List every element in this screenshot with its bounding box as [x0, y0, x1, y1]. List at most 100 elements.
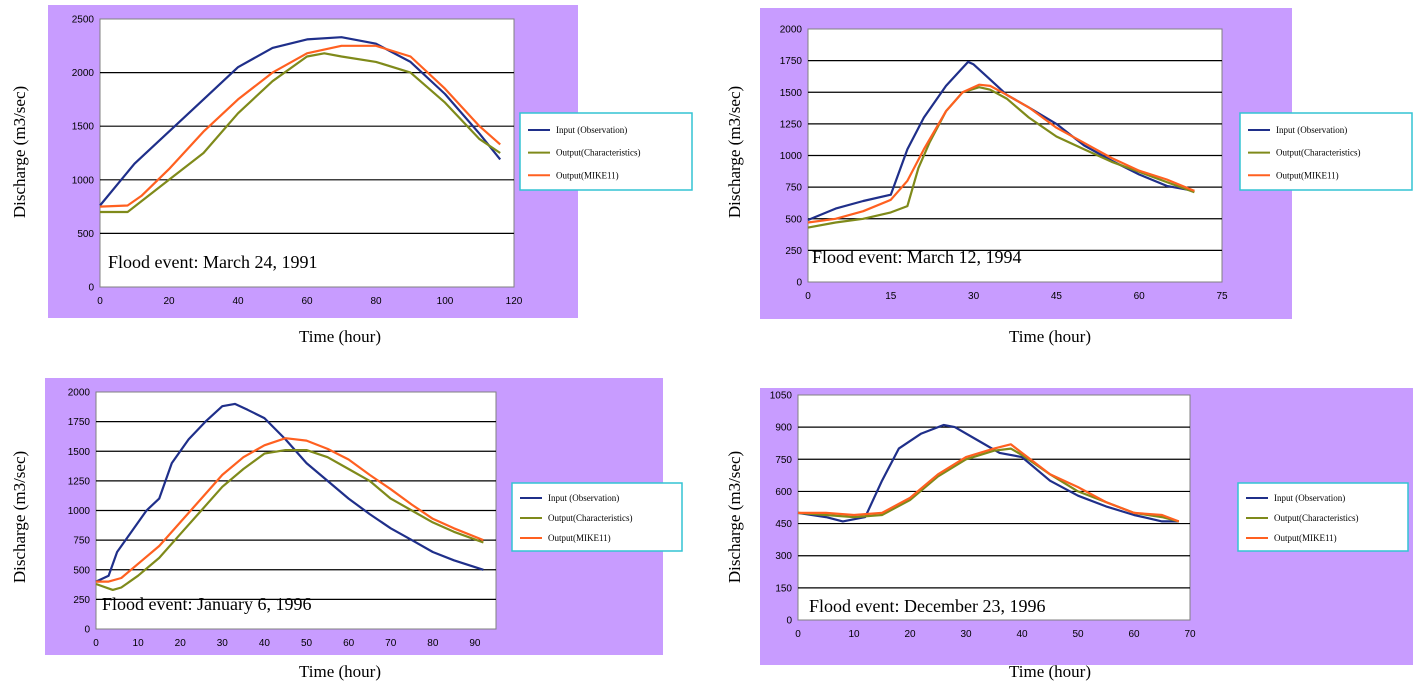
legend-entry: Output(MIKE11) — [556, 170, 619, 180]
legend-entry: Output(Characteristics) — [556, 148, 640, 158]
x-tick-label: 75 — [1216, 291, 1228, 302]
x-tick-label: 30 — [217, 638, 229, 649]
series-line — [99, 44, 501, 208]
x-tick-label: 45 — [1051, 291, 1063, 302]
x-tick-label: 30 — [960, 629, 972, 640]
x-tick-label: 0 — [805, 291, 811, 302]
x-tick-label: 20 — [163, 296, 175, 307]
chart-annotation: Flood event: December 23, 1996 — [809, 596, 1045, 616]
x-tick-label: 0 — [97, 296, 103, 307]
x-tick-label: 50 — [301, 638, 313, 649]
legend-entry: Input (Observation) — [1276, 125, 1347, 135]
y-tick-label: 500 — [785, 214, 802, 225]
y-axis-label: Discharge (m3/sec) — [10, 86, 29, 218]
x-axis-label: Time (hour) — [299, 327, 381, 346]
chart-annotation: Flood event: January 6, 1996 — [102, 594, 311, 614]
y-axis-label: Discharge (m3/sec) — [725, 86, 744, 218]
y-tick-label: 0 — [88, 283, 94, 294]
y-tick-label: 1500 — [68, 447, 91, 458]
series-line — [96, 437, 484, 583]
plot-area — [797, 394, 1191, 621]
x-tick-label: 60 — [1128, 629, 1140, 640]
legend-entry: Output(MIKE11) — [548, 533, 611, 543]
y-tick-label: 750 — [775, 455, 792, 466]
series-line — [798, 443, 1180, 523]
y-tick-label: 0 — [796, 278, 802, 289]
chart-panel-4: 0 150 300 450 600 750 900 1050 0 10 20 30 40 50 60 70 Ti… — [725, 388, 1413, 681]
y-tick-label: 150 — [775, 583, 792, 594]
legend-entry: Output(Characteristics) — [1274, 513, 1358, 523]
chart-annotation: Flood event: March 12, 1994 — [812, 247, 1021, 267]
y-tick-label: 250 — [785, 246, 802, 257]
x-tick-label: 0 — [93, 638, 99, 649]
y-tick-label: 750 — [785, 183, 802, 194]
y-tick-label: 1000 — [72, 175, 95, 186]
y-tick-label: 1500 — [780, 88, 803, 99]
x-tick-label: 15 — [885, 291, 897, 302]
legend-entry: Output(MIKE11) — [1274, 533, 1337, 543]
x-tick-label: 30 — [968, 291, 980, 302]
y-axis-label: Discharge (m3/sec) — [725, 451, 744, 583]
x-tick-label: 40 — [232, 296, 244, 307]
series-line — [95, 402, 484, 583]
y-tick-label: 250 — [73, 595, 90, 606]
chart-panel-3: 0 250 500 750 1000 1250 1500 1750 2000 0 10 20 30 40 5… — [10, 378, 683, 681]
x-tick-label: 60 — [1134, 291, 1146, 302]
y-tick-label: 500 — [73, 565, 90, 576]
x-tick-label: 90 — [469, 638, 481, 649]
y-tick-label: 600 — [775, 487, 792, 498]
plot-area — [99, 18, 515, 288]
x-tick-label: 10 — [848, 629, 860, 640]
x-tick-label: 70 — [385, 638, 397, 649]
series-line — [807, 83, 1195, 224]
y-tick-label: 2500 — [72, 15, 95, 26]
x-tick-label: 120 — [506, 296, 523, 307]
legend-entry: Input (Observation) — [556, 125, 627, 135]
y-tick-label: 2000 — [780, 25, 803, 36]
x-tick-label: 100 — [437, 296, 454, 307]
x-tick-label: 70 — [1184, 629, 1196, 640]
chart-annotation: Flood event: March 24, 1991 — [108, 252, 317, 272]
legend-box — [519, 112, 693, 191]
series-line — [807, 86, 1195, 229]
x-axis-label: Time (hour) — [1009, 662, 1091, 681]
y-tick-label: 1050 — [770, 391, 793, 402]
y-tick-label: 1250 — [780, 119, 803, 130]
x-tick-label: 60 — [343, 638, 355, 649]
legend-entry: Output(Characteristics) — [548, 513, 632, 523]
series-line — [797, 423, 1179, 523]
x-tick-label: 80 — [370, 296, 382, 307]
x-tick-label: 10 — [133, 638, 145, 649]
y-tick-label: 1250 — [68, 476, 91, 487]
legend-entry: Input (Observation) — [1274, 493, 1345, 503]
y-tick-label: 1000 — [68, 506, 91, 517]
x-tick-label: 20 — [904, 629, 916, 640]
series-line — [95, 449, 484, 592]
x-axis-label: Time (hour) — [299, 662, 381, 681]
y-tick-label: 450 — [775, 519, 792, 530]
y-tick-label: 2000 — [72, 68, 95, 79]
series-line — [100, 52, 501, 214]
y-axis-label: Discharge (m3/sec) — [10, 451, 29, 583]
y-tick-label: 750 — [73, 536, 90, 547]
legend-box — [1239, 112, 1413, 191]
y-tick-label: 0 — [84, 625, 90, 636]
y-tick-label: 300 — [775, 551, 792, 562]
y-tick-label: 1500 — [72, 122, 95, 133]
x-tick-label: 60 — [301, 296, 313, 307]
x-tick-label: 50 — [1072, 629, 1084, 640]
x-tick-label: 0 — [795, 629, 801, 640]
x-tick-label: 40 — [1016, 629, 1028, 640]
chart-panel-1: 0 500 1000 1500 2000 2500 0 20 40 60 80 100 120 Time … — [10, 5, 693, 346]
y-tick-label: 1750 — [780, 56, 803, 67]
y-tick-label: 0 — [786, 616, 792, 627]
y-tick-label: 1000 — [780, 151, 803, 162]
legend-entry: Output(MIKE11) — [1276, 170, 1339, 180]
y-tick-label: 1750 — [68, 417, 91, 428]
y-tick-label: 900 — [775, 423, 792, 434]
chart-panel-2: 0 250 500 750 1000 1250 1500 1750 2000 0 15 30 45 60 7… — [725, 8, 1413, 346]
y-tick-label: 500 — [77, 229, 94, 240]
legend-entry: Output(Characteristics) — [1276, 148, 1360, 158]
x-tick-label: 20 — [175, 638, 187, 649]
